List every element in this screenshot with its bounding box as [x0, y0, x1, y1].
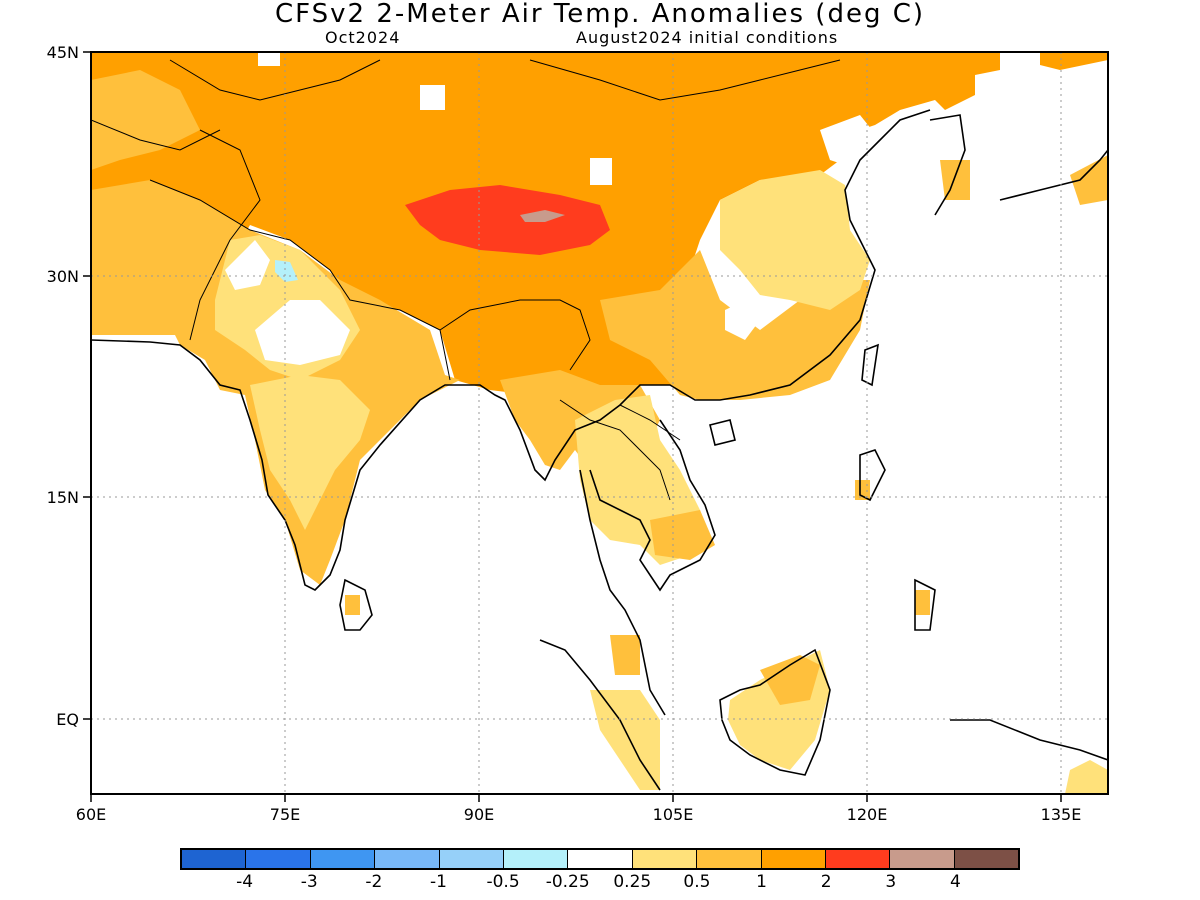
- colorbar-label: -3: [300, 872, 318, 892]
- anomaly-region-025-05: [720, 170, 870, 310]
- valid-month-label: Oct2024: [325, 28, 401, 47]
- coastlines: [91, 109, 1108, 791]
- anomaly-region-near-zero: [258, 52, 280, 66]
- colorbar-swatch: [825, 850, 891, 868]
- anomaly-region-025-05: [1065, 760, 1108, 794]
- gridlines: [91, 52, 1108, 794]
- country-borders: [91, 59, 841, 501]
- lon-tick-label: 105E: [653, 805, 694, 824]
- colorbar-swatch: [375, 850, 440, 868]
- axis-ticks: [83, 51, 1062, 802]
- anomaly-region-05-1: [940, 160, 970, 200]
- anomaly-region-05-1: [915, 590, 930, 615]
- anomaly-region-025-05: [250, 375, 370, 530]
- colorbar-label: -4: [236, 872, 254, 892]
- anomaly-region-near-zero: [255, 300, 350, 365]
- colorbar-label: 2: [820, 872, 832, 892]
- lat-tick-label: EQ: [56, 710, 79, 729]
- colorbar: [180, 848, 1020, 870]
- anomaly-region-05-1: [91, 70, 200, 170]
- anomaly-region-3-4: [520, 210, 565, 222]
- anomaly-region-05-1: [650, 510, 715, 560]
- anomaly-field: [91, 52, 1108, 794]
- colorbar-label: -1: [429, 872, 447, 892]
- colorbar-swatch: [697, 850, 762, 868]
- colorbar-swatch: [890, 850, 955, 868]
- colorbar-label: -0.5: [486, 872, 520, 892]
- lon-tick-label: 60E: [76, 805, 106, 824]
- colorbar-swatch: [761, 850, 826, 868]
- lon-tick-label: 75E: [270, 805, 300, 824]
- anomaly-region-2-3: [405, 185, 610, 255]
- lat-tick-label: 45N: [47, 43, 79, 62]
- colorbar-label: 3: [885, 872, 897, 892]
- lon-tick-label: 120E: [847, 805, 888, 824]
- colorbar-swatch: [954, 850, 1019, 868]
- anomaly-region-neg-025-05: [275, 260, 298, 282]
- anomaly-region-05-1: [1070, 155, 1108, 205]
- colorbar-swatch: [439, 850, 504, 868]
- anomaly-region-near-zero: [590, 158, 612, 185]
- colorbar-swatch: [246, 850, 311, 868]
- anomaly-region-1-2: [1040, 52, 1108, 70]
- anomaly-region-near-zero: [725, 298, 760, 340]
- lat-tick-label: 30N: [47, 267, 79, 286]
- anomaly-region-05-1: [345, 595, 360, 615]
- colorbar-label: 4: [949, 872, 961, 892]
- lon-tick-label: 90E: [464, 805, 494, 824]
- lon-tick-label: 135E: [1041, 805, 1082, 824]
- lat-tick-label: 15N: [47, 488, 79, 507]
- colorbar-label: 0.25: [613, 872, 652, 892]
- chart-title: CFSv2 2-Meter Air Temp. Anomalies (deg C…: [274, 0, 926, 29]
- anomaly-region-05-1: [760, 655, 820, 705]
- plot-frame: [90, 51, 1109, 795]
- colorbar-label: -2: [365, 872, 383, 892]
- anomaly-region-near-zero: [420, 85, 445, 110]
- colorbar-swatch: [503, 850, 569, 868]
- anomaly-region-05-1: [855, 480, 870, 500]
- colorbar-label: 0.5: [683, 872, 711, 892]
- colorbar-swatch: [568, 850, 633, 868]
- anomaly-region-near-zero: [820, 115, 880, 170]
- anomaly-region-near-zero: [225, 240, 270, 290]
- axis-labels: 60E 75E 90E 105E 120E 135E 45N 30N 15N E…: [47, 43, 1082, 824]
- colorbar-swatch: [632, 850, 698, 868]
- anomaly-region-05-1: [610, 635, 640, 675]
- colorbar-swatch: [182, 850, 247, 868]
- colorbar-label: 1: [756, 872, 767, 892]
- initial-conditions-label: August2024 initial conditions: [576, 28, 839, 47]
- colorbar-label: -0.25: [545, 872, 590, 892]
- colorbar-swatch: [310, 850, 376, 868]
